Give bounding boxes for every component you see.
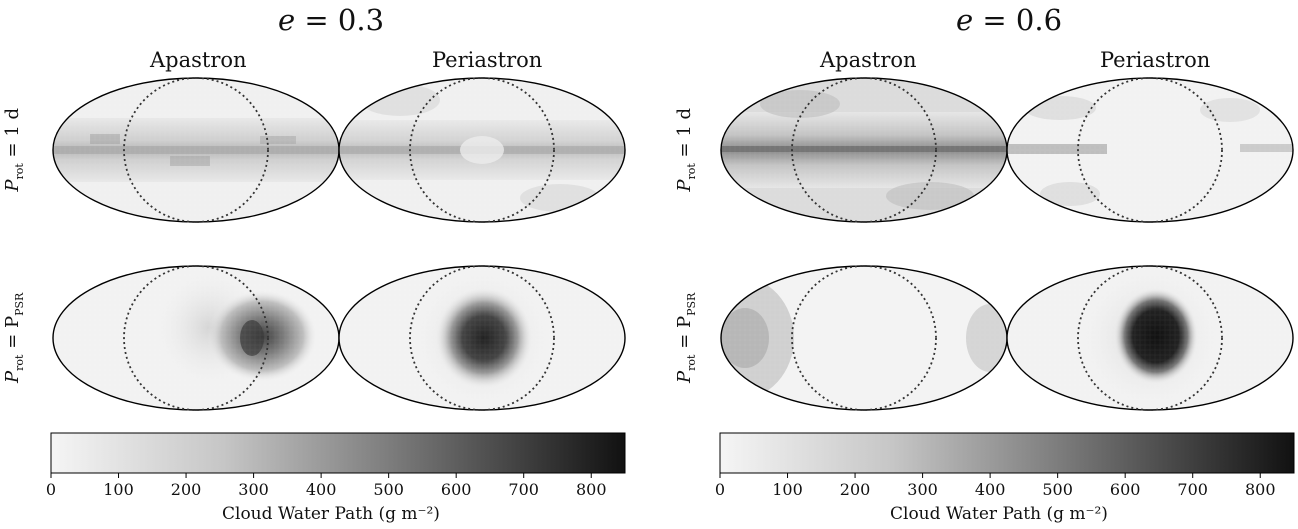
- colorbar-tick-label-left-300: 300: [238, 480, 269, 499]
- colorbar-tick-label-left-800: 800: [575, 480, 607, 499]
- map-e03-1d-periastron: [338, 77, 626, 223]
- colorbar-tick-label-right-400: 400: [974, 480, 1006, 499]
- map-e06-1d-apastron: [720, 77, 1008, 223]
- panel-title-e06: e = 0.6: [956, 3, 1063, 37]
- colorbar-label-left: Cloud Water Path (g m⁻²): [222, 504, 440, 524]
- colorbar-ticks-right: [719, 473, 1261, 478]
- colorbar-left: [50, 432, 626, 478]
- colorbar-tick-label-left-0: 0: [45, 480, 57, 499]
- colorbar-tick-label-right-500: 500: [1042, 480, 1073, 499]
- column-title-apastron-right: Apastron: [820, 48, 917, 72]
- column-title-periastron-left: Periastron: [432, 48, 543, 72]
- colorbar-ticks-left: [50, 473, 592, 478]
- colorbar-tick-label-right-800: 800: [1244, 480, 1276, 499]
- colorbar-tick-label-right-300: 300: [907, 480, 938, 499]
- map-e03-psr-apastron: [52, 265, 340, 411]
- column-title-apastron-left: Apastron: [150, 48, 247, 72]
- colorbar-tick-label-left-700: 700: [508, 480, 539, 499]
- map-e03-psr-periastron: [338, 265, 626, 411]
- panel-title-e03: e = 0.3: [278, 3, 385, 37]
- map-e03-1d-apastron: [52, 77, 340, 223]
- colorbar-tick-label-right-700: 700: [1177, 480, 1208, 499]
- colorbar-right: [719, 432, 1295, 478]
- colorbar-tick-label-right-100: 100: [772, 480, 803, 499]
- colorbar-tick-label-left-100: 100: [103, 480, 134, 499]
- colorbar-tick-label-left-200: 200: [170, 480, 202, 499]
- map-e06-psr-apastron: [720, 265, 1008, 411]
- colorbar-label-right: Cloud Water Path (g m⁻²): [890, 504, 1108, 524]
- map-e06-psr-periastron: [1006, 265, 1294, 411]
- colorbar-tick-label-left-500: 500: [373, 480, 404, 499]
- colorbar-tick-label-left-600: 600: [440, 480, 472, 499]
- colorbar-tick-label-left-400: 400: [305, 480, 337, 499]
- colorbar-tick-label-right-200: 200: [839, 480, 871, 499]
- column-title-periastron-right: Periastron: [1100, 48, 1211, 72]
- colorbar-tick-label-right-0: 0: [714, 480, 726, 499]
- map-e06-1d-periastron: [1006, 77, 1294, 223]
- colorbar-tick-label-right-600: 600: [1109, 480, 1141, 499]
